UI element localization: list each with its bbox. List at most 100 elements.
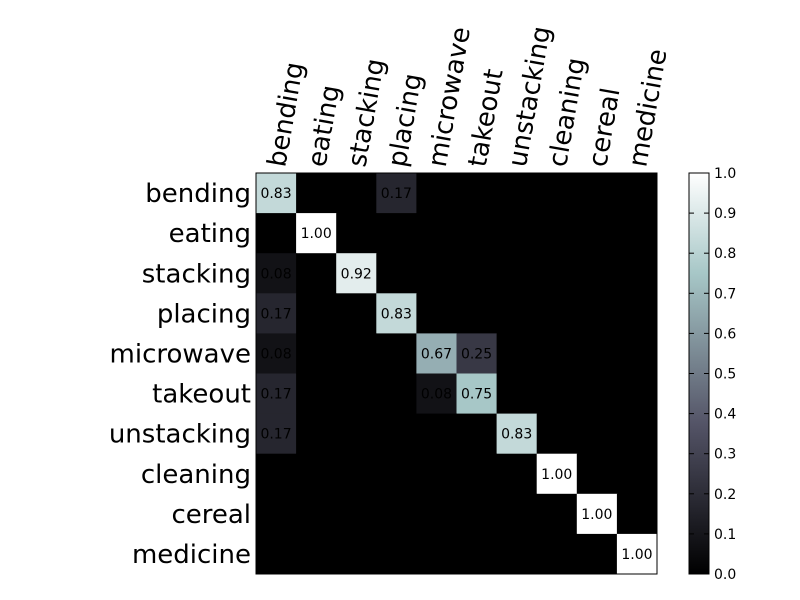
cell-value-label: 0.83 [501,427,532,443]
heatmap-cell [536,293,578,334]
heatmap-cell [296,173,337,214]
heatmap-cell [576,253,618,294]
colorbar-tick-label: 0.8 [714,246,736,262]
heatmap-cell [296,213,337,254]
column-tick-label: bending [262,60,310,169]
heatmap-cell [376,333,417,374]
row-tick-label: microwave [110,339,251,369]
cell-value-label: 0.83 [260,186,291,202]
heatmap-cell [536,253,578,294]
heatmap-cell [576,333,618,374]
cell-value-label: 0.92 [341,266,372,282]
heatmap-cell [296,413,337,455]
heatmap-cell [496,333,538,374]
heatmap-cell [416,533,457,575]
heatmap-cell [536,333,578,374]
heatmap-cell [416,253,457,294]
colorbar-tick-label: 0.3 [714,447,736,463]
heatmap-cell [376,293,417,334]
heatmap-cell [576,213,618,254]
column-tick-label: placing [383,71,429,169]
column-tick-label: eating [302,83,346,169]
cell-value-label: 0.08 [260,266,291,282]
heatmap-cell [336,293,377,334]
heatmap-cell [456,373,498,415]
heatmap-cell [376,493,417,535]
heatmap-cell [536,173,578,214]
heatmap-cell [296,333,337,374]
heatmap-cell [256,173,297,214]
cell-value-label: 0.83 [381,306,412,322]
heatmap-cells [256,173,658,575]
heatmap-cell [336,253,377,294]
colorbar-tick-label: 0.5 [714,367,736,383]
cell-value-label: 0.08 [421,387,452,403]
colorbar-tick-label: 0.9 [714,206,736,222]
heatmap-cell [616,533,658,575]
heatmap-cell [616,413,658,455]
cell-value-label: 0.17 [381,186,412,202]
heatmap-cell [416,413,457,455]
heatmap-cell [336,333,377,374]
heatmap-cell [296,253,337,294]
heatmap-cell [616,453,658,495]
row-tick-label: placing [157,299,251,329]
row-tick-label: takeout [152,380,251,410]
heatmap-cell [456,333,498,374]
heatmap-cell [336,213,377,254]
heatmap-cell [376,373,417,415]
heatmap-cell [616,293,658,334]
heatmap-cell [256,373,297,415]
row-tick-label: bending [145,179,251,209]
heatmap-cell [296,373,337,415]
heatmap-cell [616,173,658,214]
row-tick-label: cleaning [141,460,251,490]
heatmap-cell [536,213,578,254]
heatmap-cell [576,373,618,415]
heatmap-cell [416,213,457,254]
heatmap-cell [256,533,297,575]
heatmap-cell [496,213,538,254]
heatmap-cell [336,493,377,535]
heatmap-cell [376,453,417,495]
row-tick-label: cereal [171,500,251,530]
heatmap-cell [536,373,578,415]
cell-value-label: 1.00 [541,467,572,483]
heatmap-cell [576,533,618,575]
heatmap-cell [536,413,578,455]
heatmap-cell [256,333,297,374]
heatmap-cell [336,533,377,575]
column-tick-label: takeout [463,67,510,170]
colorbar-ticks: 0.0 0.1 0.2 0.3 0.4 0.5 0.6 0.7 0.8 0.9 1.0 [689,166,736,583]
cell-value-label: 1.00 [581,507,612,523]
heatmap-cell-labels: 0.83 0.17 1.00 0.08 0.92 0.17 0.83 0.08 0.67 0.25… [260,186,652,563]
heatmap-cell [456,293,498,334]
heatmap-cell [376,413,417,455]
heatmap-cell [376,533,417,575]
cell-value-label: 0.17 [260,427,291,443]
cell-value-label: 0.17 [260,387,291,403]
heatmap-cell [256,493,297,535]
cell-value-label: 1.00 [621,547,652,563]
colorbar-tick-label: 0.6 [714,326,736,342]
heatmap-cell [256,413,297,455]
heatmap-cell [456,413,498,455]
colorbar-tick-label: 0.0 [714,567,736,583]
column-tick-labels: bendingeatingstackingplacingmicrowavetak… [262,24,673,169]
heatmap-cell [616,493,658,535]
heatmap-cell [616,213,658,254]
colorbar-tick-label: 0.2 [714,487,736,503]
row-tick-labels: bending eating stacking placing microwave tak… [109,179,251,570]
heatmap-cell [496,293,538,334]
heatmap-cell [336,413,377,455]
heatmap-cell [256,253,297,294]
row-tick-label: eating [169,219,251,249]
heatmap-cell [536,493,578,535]
heatmap-cell [416,293,457,334]
cell-value-label: 0.25 [461,346,492,362]
heatmap-cell [496,453,538,495]
colorbar-tick-label: 0.1 [714,527,736,543]
heatmap-cell [296,533,337,575]
row-tick-label: stacking [142,259,251,289]
heatmap-cell [256,293,297,334]
